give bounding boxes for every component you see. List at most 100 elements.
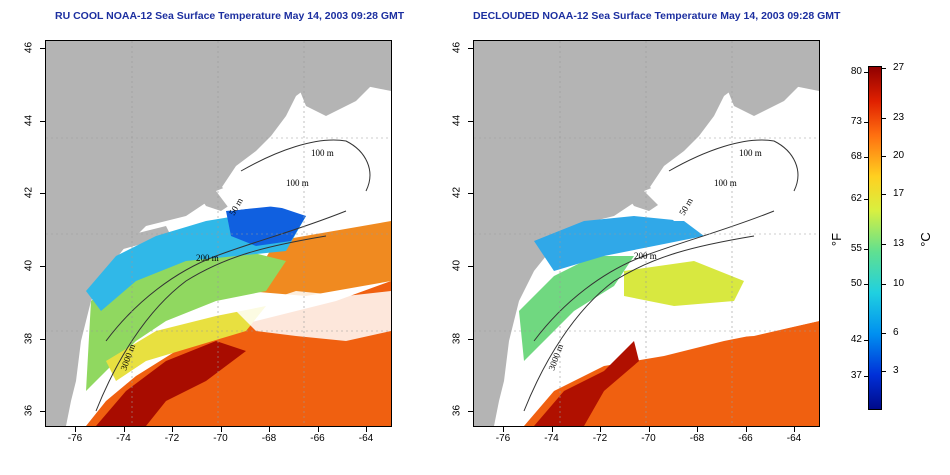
right-panel-title: DECLOUDED NOAA-12 Sea Surface Temperatur… bbox=[473, 10, 841, 22]
left-sst-map: 100 m 100 m 50 m 200 m 3000 m bbox=[45, 40, 392, 427]
fahrenheit-tick-mark bbox=[864, 122, 868, 123]
celsius-tick-mark bbox=[882, 333, 886, 334]
lat-tick-label: 46 bbox=[451, 41, 463, 54]
lon-tick-mark bbox=[366, 427, 367, 432]
celsius-unit-label: °C bbox=[917, 232, 933, 247]
lon-tick-mark bbox=[503, 427, 504, 432]
lat-tick-label: 44 bbox=[23, 114, 35, 126]
left-panel-title: RU COOL NOAA-12 Sea Surface Temperature … bbox=[55, 10, 405, 22]
lat-tick-label: 38 bbox=[23, 332, 35, 344]
lon-tick-mark bbox=[123, 427, 125, 432]
lon-tick-label: -68 bbox=[261, 433, 277, 444]
celsius-tick-label: 3 bbox=[893, 365, 899, 376]
celsius-tick-mark bbox=[882, 118, 886, 119]
lon-tick-mark bbox=[600, 427, 601, 432]
right-map-graphic: 100 m 100 m 50 m 200 m 3000 m bbox=[474, 41, 819, 426]
lon-tick-label: -76 bbox=[67, 433, 83, 444]
sst-cool-water bbox=[534, 216, 704, 271]
contour-label-100m-b: 100 m bbox=[714, 178, 737, 188]
isobath-100m bbox=[668, 139, 799, 192]
fahrenheit-tick-mark bbox=[864, 249, 868, 250]
contour-label-200m: 200 m bbox=[634, 251, 657, 261]
lat-tick-mark bbox=[468, 120, 473, 122]
lat-tick-mark bbox=[40, 411, 45, 413]
contour-label-3000m: 3000 m bbox=[546, 343, 565, 372]
lon-tick-mark bbox=[745, 427, 747, 432]
isobath-200m bbox=[533, 210, 775, 342]
sst-mid-water bbox=[519, 256, 634, 361]
fahrenheit-tick-mark bbox=[864, 376, 868, 377]
contour-label-100m-a: 100 m bbox=[739, 148, 762, 158]
lon-tick-label: -68 bbox=[689, 433, 705, 444]
lon-tick-mark bbox=[551, 427, 553, 432]
lon-tick-label: -70 bbox=[641, 433, 656, 444]
celsius-tick-mark bbox=[882, 68, 886, 69]
celsius-tick-mark bbox=[882, 156, 886, 157]
map-grid bbox=[46, 41, 391, 426]
celsius-tick-label: 10 bbox=[893, 278, 905, 289]
lat-tick-mark bbox=[40, 265, 45, 267]
right-sst-map: 100 m 100 m 50 m 200 m 3000 m bbox=[473, 40, 820, 427]
fahrenheit-tick-label: 50 bbox=[850, 278, 862, 289]
fahrenheit-tick-mark bbox=[864, 340, 868, 341]
lat-tick-label: 40 bbox=[23, 259, 35, 271]
contour-label-200m: 200 m bbox=[196, 253, 219, 263]
fahrenheit-tick-label: 62 bbox=[850, 193, 862, 204]
fahrenheit-tick-label: 42 bbox=[850, 334, 862, 345]
fahrenheit-tick-mark bbox=[864, 72, 868, 73]
sst-hot-core bbox=[96, 341, 246, 426]
fahrenheit-tick-label: 73 bbox=[850, 116, 862, 127]
lon-tick-mark bbox=[697, 427, 698, 432]
lat-tick-label: 42 bbox=[23, 187, 35, 199]
celsius-tick-label: 17 bbox=[893, 188, 905, 199]
land-nova-scotia bbox=[724, 51, 809, 116]
lat-tick-label: 46 bbox=[23, 41, 35, 54]
lat-tick-mark bbox=[40, 338, 45, 340]
sst-hot-core bbox=[534, 341, 639, 426]
lon-tick-mark bbox=[317, 427, 319, 432]
lon-tick-label: -66 bbox=[738, 433, 753, 444]
lon-tick-mark bbox=[648, 427, 650, 432]
lon-tick-label: -66 bbox=[310, 433, 325, 444]
celsius-tick-mark bbox=[882, 194, 886, 195]
cloud-gulf-of-maine bbox=[216, 131, 391, 221]
lat-tick-mark bbox=[468, 265, 473, 267]
sst-yellow-band bbox=[624, 261, 744, 306]
lat-tick-mark bbox=[468, 193, 473, 195]
lon-tick-label: -76 bbox=[495, 433, 511, 444]
fahrenheit-tick-label: 80 bbox=[850, 66, 862, 77]
celsius-tick-mark bbox=[882, 284, 886, 285]
contour-label-100m-a: 100 m bbox=[311, 148, 334, 158]
celsius-tick-label: 6 bbox=[893, 327, 899, 338]
map-grid bbox=[474, 41, 819, 426]
cloud-offshore bbox=[236, 291, 391, 341]
lat-tick-label: 42 bbox=[451, 187, 463, 199]
contour-label-100m-b: 100 m bbox=[286, 178, 309, 188]
lat-tick-label: 36 bbox=[451, 405, 463, 417]
cloud-offshore bbox=[634, 291, 819, 341]
sst-warm-band bbox=[246, 221, 391, 296]
fahrenheit-tick-mark bbox=[864, 199, 868, 200]
sst-yellow-band bbox=[106, 306, 266, 381]
sst-cold-patch bbox=[226, 206, 306, 246]
lat-tick-mark bbox=[40, 120, 45, 122]
lat-tick-mark bbox=[40, 193, 45, 195]
celsius-tick-label: 13 bbox=[893, 238, 905, 249]
fahrenheit-unit-label: °F bbox=[829, 232, 845, 247]
celsius-tick-label: 20 bbox=[893, 150, 905, 161]
lat-tick-label: 44 bbox=[451, 114, 463, 126]
isobath-3000m bbox=[523, 235, 755, 412]
lon-tick-mark bbox=[172, 427, 173, 432]
celsius-tick-label: 23 bbox=[893, 112, 905, 123]
lon-tick-mark bbox=[269, 427, 270, 432]
celsius-tick-label: 27 bbox=[893, 62, 905, 73]
left-map-graphic: 100 m 100 m 50 m 200 m 3000 m bbox=[46, 41, 391, 426]
fahrenheit-tick-label: 68 bbox=[850, 151, 862, 162]
lat-tick-mark bbox=[468, 48, 473, 49]
lon-tick-mark bbox=[794, 427, 795, 432]
celsius-tick-mark bbox=[882, 371, 886, 372]
lon-tick-label: -64 bbox=[358, 433, 374, 444]
lon-tick-mark bbox=[75, 427, 76, 432]
lon-tick-label: -72 bbox=[592, 433, 608, 444]
land-nova-scotia bbox=[296, 51, 381, 116]
